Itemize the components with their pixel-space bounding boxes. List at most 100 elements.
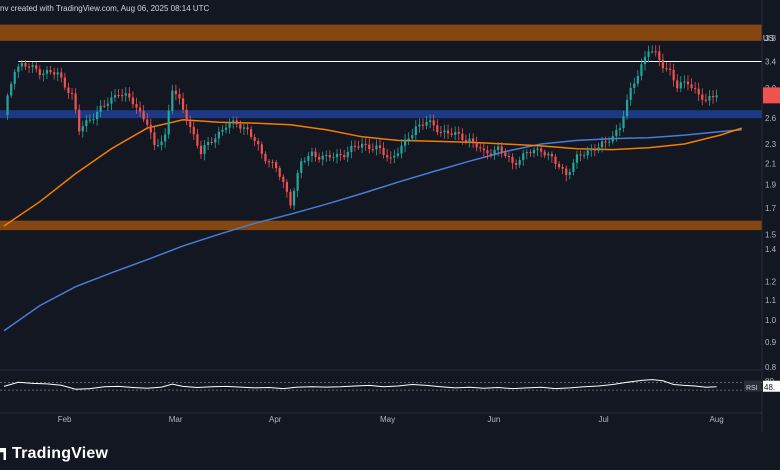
candle-body [214,138,217,143]
candle-body [78,109,81,132]
candle-body [121,95,124,97]
candle-body [668,68,672,70]
candle-body [275,162,278,169]
candle-body [672,69,675,81]
rsi-current-value: 48. [764,383,775,392]
candle-body [142,111,145,120]
candle-body [189,121,192,127]
price-tick-label: 2.3 [765,140,777,149]
candle-body [658,51,661,60]
candle-body [532,149,536,154]
price-tick-label: 1.4 [765,245,777,254]
price-chart[interactable]: 3.83.43.02.62.32.11.91.71.51.41.21.11.00… [0,0,780,432]
candle-body [20,62,24,67]
candle-body [457,132,460,134]
candle-body [486,150,489,154]
candle-body [207,142,210,145]
candle-body [185,109,188,122]
price-tick-label: 0.8 [765,363,777,372]
candle-body [590,148,593,151]
candle-body [160,141,163,146]
candle-body [17,66,20,72]
candle-body [600,141,604,148]
candle-body [393,155,396,158]
candle-body [35,65,38,70]
candle-body [665,68,668,70]
candle-body [629,87,632,100]
tradingview-logo-icon [0,448,6,460]
candle-body [92,119,95,121]
candle-body [49,70,52,73]
candle-body [468,138,471,142]
candle-body [583,155,586,157]
time-tick-label: May [380,415,395,424]
candle-body [124,93,127,96]
price-tick-label: 1.7 [765,204,777,213]
candle-body [586,150,589,156]
candle-body [96,111,99,120]
candle-body [543,151,546,156]
candle-body [332,157,335,159]
currency-label: US [762,34,774,43]
candle-body [514,162,518,165]
candle-body [282,176,285,183]
candle-body [113,95,117,98]
footer: TradingView [0,432,780,470]
price-tick-label: 1.1 [765,296,777,305]
candle-body [149,124,152,133]
candle-body [27,66,31,68]
candle-body [446,130,450,134]
candle-body [117,95,120,97]
candle-body [271,161,274,163]
candle-body [615,129,618,137]
time-tick-label: Jun [487,415,500,424]
candle-body [335,153,339,158]
candle-body [85,120,88,127]
rsi-value-bg [763,380,780,392]
rsi-tag: RSI [746,385,758,392]
candle-body [310,151,314,156]
candle-body [378,145,382,149]
candle-body [321,155,324,160]
candle-body [67,87,70,94]
candle-body [640,64,643,76]
price-tick-label: 1.2 [765,277,777,286]
candle-body [651,51,654,53]
candle-body [711,96,715,98]
candle-body [181,98,185,110]
candle-body [436,125,439,132]
candle-body [497,146,500,151]
candle-body [529,152,532,154]
candle-body [701,94,704,100]
rsi-tag-bg [744,380,761,392]
candle-body [99,105,102,112]
candle-body [536,148,539,150]
candle-body [429,120,432,123]
creator-credit: nv created with TradingView.com, Aug 06,… [0,4,210,13]
candle-body [328,154,331,158]
candle-body [131,97,135,105]
candle-body [24,62,27,67]
candle-body [522,153,525,161]
candle-body [368,144,371,150]
candle-body [192,126,195,135]
candle-body [135,104,138,108]
candle-body [146,119,149,125]
tradingview-logo[interactable]: TradingView [0,444,108,464]
time-tick-label: Feb [58,415,72,424]
candle-body [472,138,475,142]
candle-body [285,182,288,192]
candle-body [482,148,485,151]
candle-body [6,95,9,115]
candle-body [353,145,357,147]
candle-body [70,93,74,95]
candle-body [386,155,389,158]
candle-body [479,147,482,149]
time-tick-label: Mar [169,415,183,424]
candle-body [579,154,582,156]
candle-body [572,162,575,173]
candle-body [636,75,639,84]
candle-body [554,156,557,164]
candle-body [464,140,468,142]
candle-body [235,120,238,125]
